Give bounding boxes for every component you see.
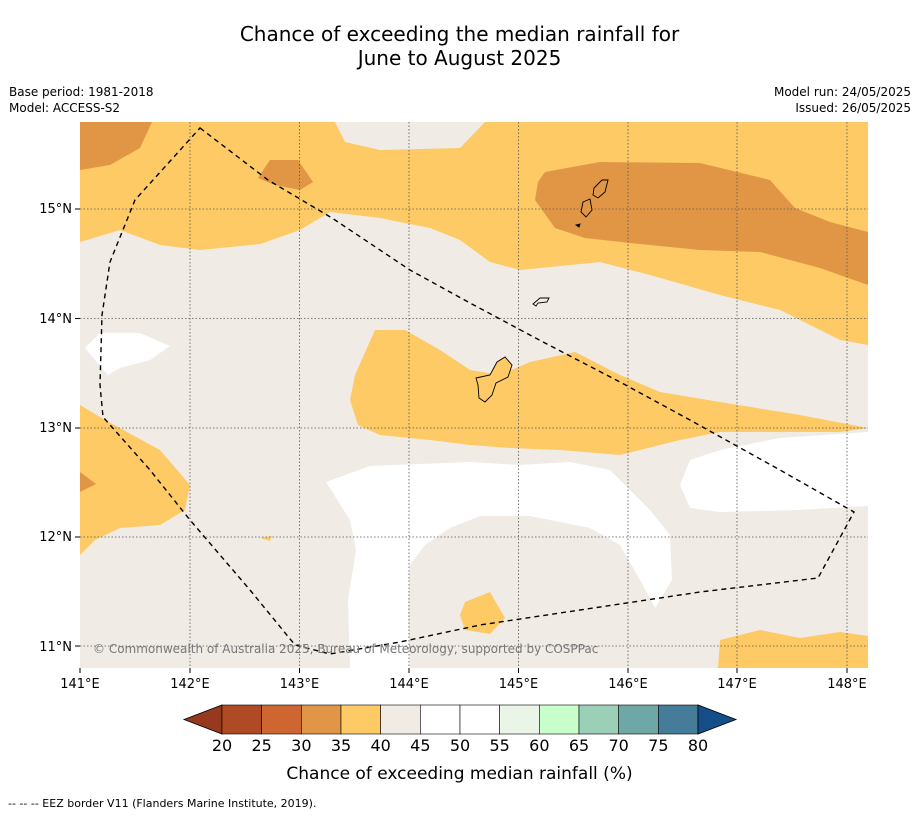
lon-label-141e: 141°E [60,677,100,692]
rota-island [532,297,550,307]
colorbar-ticks: 20 25 30 35 40 45 50 55 60 65 70 75 80 [212,736,708,755]
colorbar-tick-label: 80 [688,736,708,755]
band-30-35-west-sliver [80,472,96,492]
aguijan-island [574,223,581,228]
colorbar-segment [618,704,659,735]
colorbar-tick-label: 55 [489,736,509,755]
colorbar-segment [261,704,302,735]
lon-label-147e: 147°E [717,677,757,692]
colorbar-tick-label: 40 [370,736,390,755]
saipan-island [592,179,609,199]
lat-label-11n: 11°N [39,640,72,655]
colorbar-tick-label: 50 [450,736,470,755]
eez-border [99,127,855,655]
colorbar-tick-label: 60 [529,736,549,755]
guam-island [475,356,513,403]
colorbar [182,704,738,735]
title-line-1: Chance of exceeding the median rainfall … [239,22,680,46]
map-title: Chance of exceeding the median rainfall … [0,22,919,70]
model-text: Model: ACCESS-S2 [9,101,121,115]
colorbar-segment [301,704,342,735]
base-period-text: Base period: 1981-2018 [9,85,154,99]
lat-label-13n: 13°N [39,421,72,436]
metadata-left: Base period: 1981-2018 Model: ACCESS-S2 [9,84,154,116]
lon-label-145e: 145°E [499,677,539,692]
band-30-35-northwest [80,122,152,170]
colorbar-tick-label: 65 [569,736,589,755]
colorbar-segment [658,704,699,735]
colorbar-tick-label: 30 [291,736,311,755]
band-35-40-central [350,330,868,455]
band-45-55-east [680,432,868,512]
colorbar-tick-label: 75 [648,736,668,755]
band-30-35-northeast [535,162,868,285]
colorbar-segment [420,704,461,735]
colorbar-segment [221,704,262,735]
colorbar-segment [459,704,500,735]
model-run-text: Model run: 24/05/2025 [773,85,911,99]
band-45-55-west [85,333,170,375]
colorbar-tick-label: 45 [410,736,430,755]
eez-footnote: -- -- -- EEZ border V11 (Flanders Marine… [8,797,317,810]
title-line-2: June to August 2025 [357,46,562,70]
colorbar-segment [499,704,540,735]
colorbar-under-arrow [182,704,223,735]
tinian-island [580,198,593,218]
colorbar-tick-label: 70 [608,736,628,755]
colorbar-tick-label: 25 [251,736,271,755]
issued-text: Issued: 26/05/2025 [795,101,911,115]
lat-label-12n: 12°N [39,530,72,545]
graticule [80,122,868,668]
colorbar-label: Chance of exceeding median rainfall (%) [286,764,633,784]
band-45-55-south [326,462,672,668]
colorbar-segment [539,704,580,735]
lat-label-14n: 14°N [39,312,72,327]
lon-label-144e: 144°E [389,677,429,692]
island-outlines [475,179,609,403]
lon-label-142e: 142°E [170,677,210,692]
band-35-40-west [80,405,190,555]
colorbar-segment [380,704,421,735]
colorbar-over-arrow [697,704,738,735]
lon-label-148e: 148°E [827,677,867,692]
lat-label-15n: 15°N [39,202,72,217]
metadata-right: Model run: 24/05/2025 Issued: 26/05/2025 [774,84,911,116]
colorbar-segment [578,704,619,735]
colorbar-tick-label: 35 [331,736,351,755]
colorbar-segment [340,704,381,735]
lon-label-146e: 146°E [608,677,648,692]
band-35-40-southeast [718,630,868,668]
colorbar-tick-label: 20 [212,736,232,755]
lon-label-143e: 143°E [280,677,320,692]
copyright-text: © Commonwealth of Australia 2025, Bureau… [93,642,598,656]
